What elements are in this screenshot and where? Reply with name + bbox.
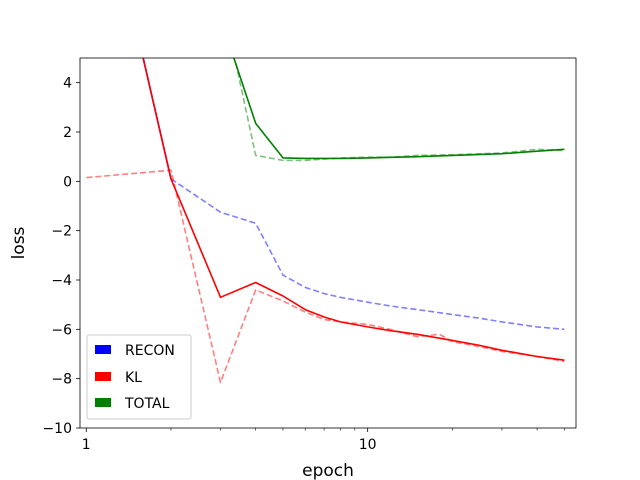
legend: RECON KL TOTAL (86, 334, 192, 420)
series-line-recon-dashed (170, 178, 565, 331)
y-axis-label: loss (9, 226, 29, 259)
y-tick-label: 4 (63, 76, 72, 92)
y-tick-label: −6 (51, 322, 72, 338)
y-tick-label: −10 (42, 421, 72, 437)
y-tick-label: −4 (51, 273, 72, 289)
series-line-total-dashed (235, 62, 565, 162)
y-tick-label: −2 (51, 224, 72, 240)
legend-label-recon: RECON (125, 343, 175, 359)
legend-entry-total: TOTAL (95, 396, 170, 412)
legend-label-total: TOTAL (124, 396, 170, 412)
series-line-recon-solid (142, 58, 172, 180)
x-axis-label: epoch (302, 461, 354, 480)
series-line-kl-solid (142, 58, 565, 361)
y-tick-label: 0 (63, 174, 72, 190)
series-line-kl-dashed (86, 169, 565, 384)
series-layer (86, 58, 565, 384)
legend-swatch-kl (95, 372, 111, 381)
legend-entry-kl: KL (95, 370, 142, 386)
plot-frame (79, 57, 577, 429)
x-tick-label: 10 (359, 437, 377, 453)
y-tick-label: 2 (63, 125, 72, 141)
legend-swatch-total (95, 398, 111, 407)
x-tick-label: 1 (82, 437, 91, 453)
legend-label-kl: KL (125, 370, 142, 386)
legend-swatch-recon (95, 345, 111, 354)
series-line-total-solid (232, 58, 565, 160)
legend-box (86, 334, 192, 420)
legend-entry-recon: RECON (95, 343, 175, 359)
y-tick-label: −8 (51, 372, 72, 388)
x-axis-ticks: 1 10 (82, 428, 565, 453)
y-axis-ticks: 4 2 0 −2 −4 −6 −8 −10 (42, 76, 80, 437)
